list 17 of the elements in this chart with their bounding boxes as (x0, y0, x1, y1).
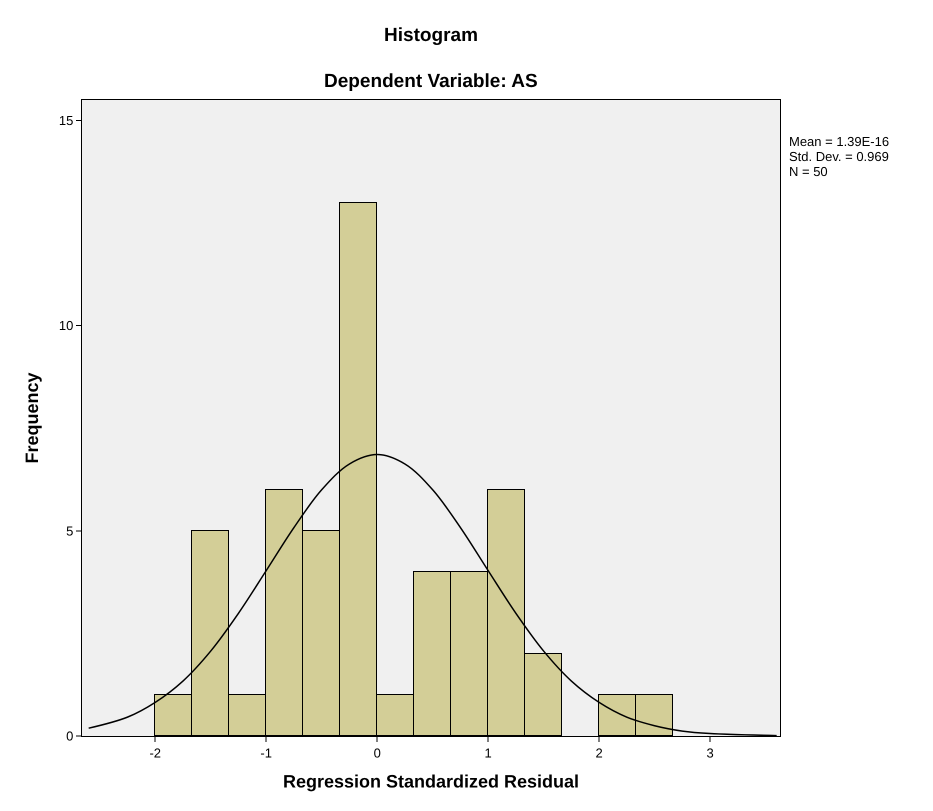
chart-subtitle: Dependent Variable: AS (324, 71, 538, 92)
y-tick-label: 0 (66, 728, 74, 744)
x-tick-label: 2 (596, 746, 603, 761)
x-axis-title: Regression Standardized Residual (282, 772, 580, 792)
text: Std. Dev. = 0.969 (789, 149, 889, 164)
y-tick-label: 5 (66, 523, 74, 538)
x-tick-label: 3 (706, 746, 714, 761)
chart-title: Histogram (384, 25, 478, 46)
text: Mean = 1.39E-16 (789, 134, 890, 149)
y-tick-label: 10 (58, 318, 74, 334)
y-axis-title: Frequency (22, 372, 42, 464)
x-tick-label: 1 (484, 746, 492, 761)
text: N = 50 (789, 164, 828, 179)
x-tick-label: -1 (260, 746, 272, 761)
y-tick-label: 15 (58, 113, 74, 128)
x-tick-label: -2 (149, 746, 162, 761)
x-tick-label: 0 (374, 746, 381, 761)
